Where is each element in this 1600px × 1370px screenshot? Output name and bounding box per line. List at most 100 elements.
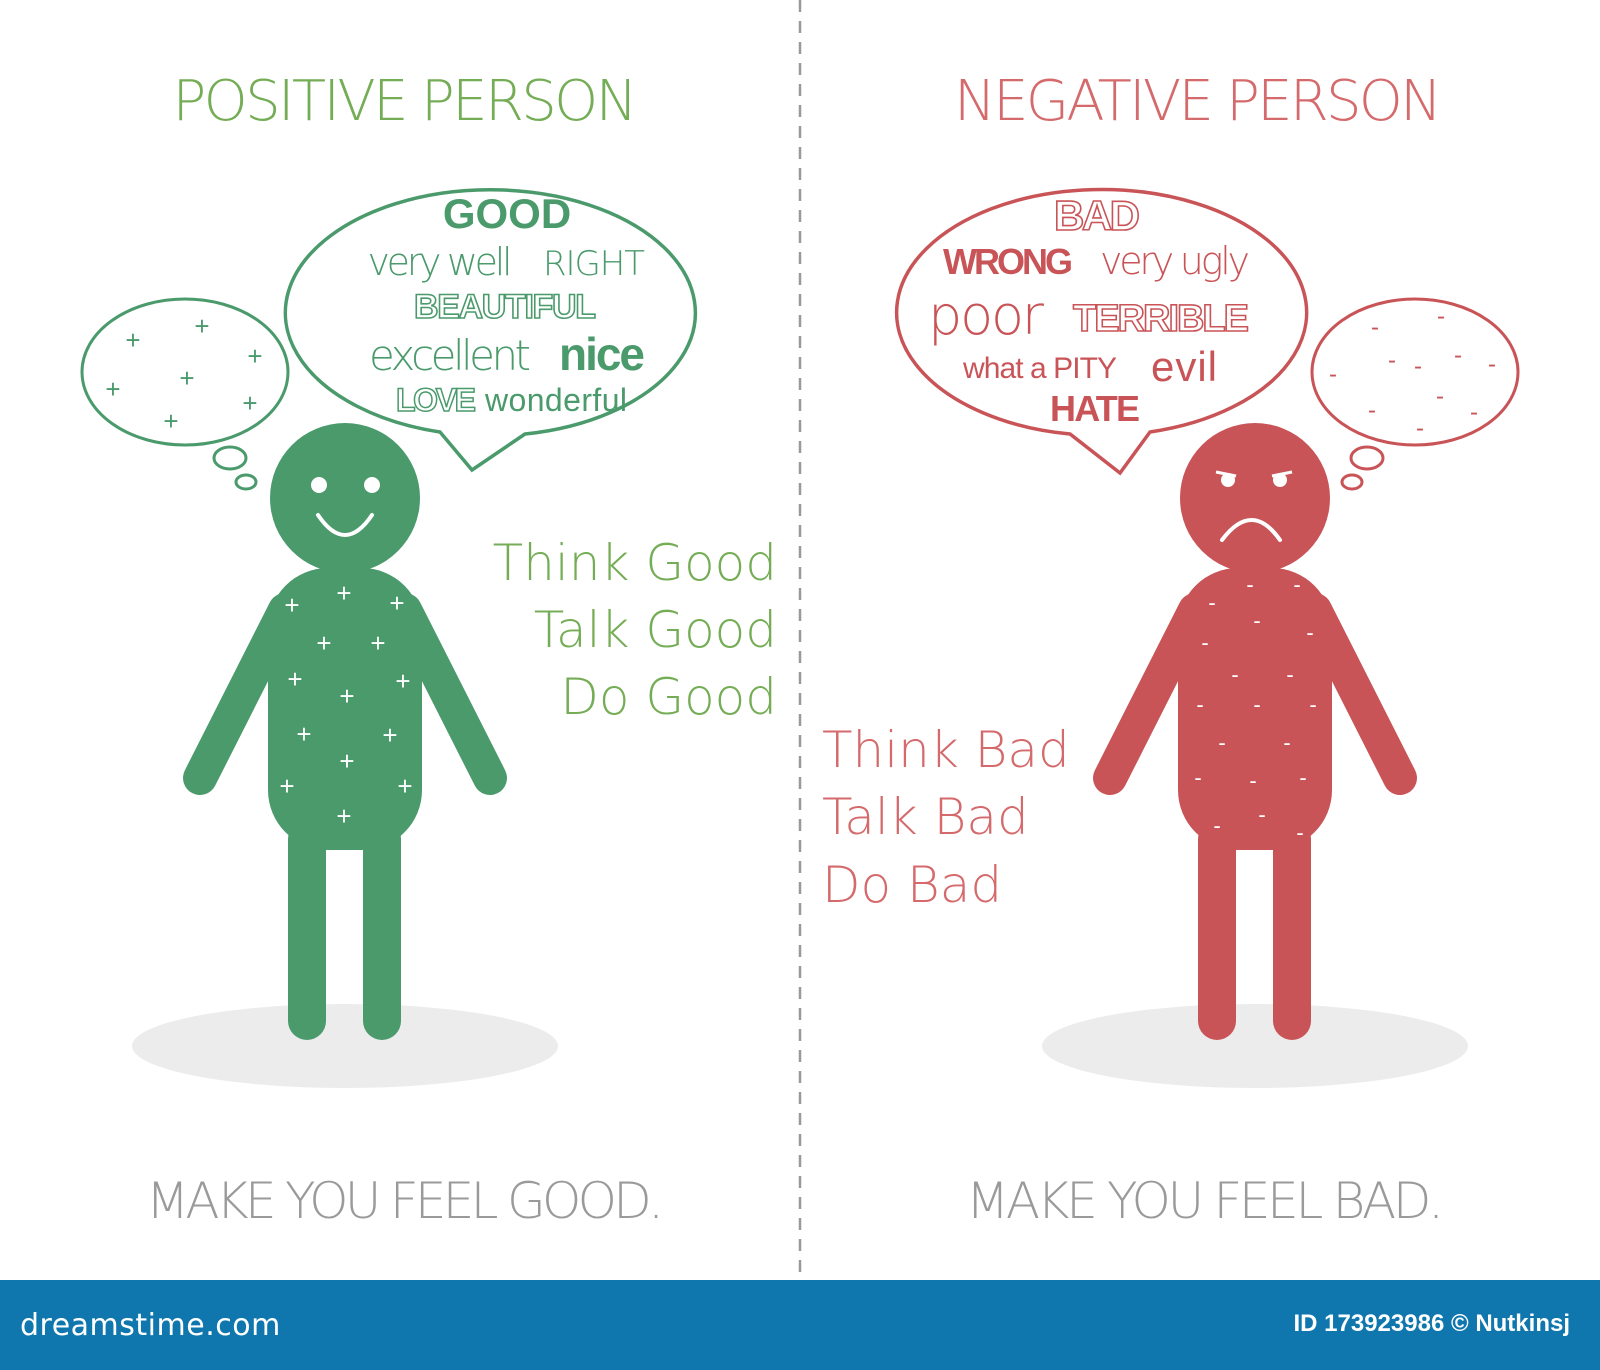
mantra-do-good: Do Good [560, 668, 777, 726]
negative-word-cloud: BAD WRONG very ugly poor TERRIBLE what a… [928, 191, 1250, 429]
svg-text:+: + [296, 719, 311, 749]
word-poor: poor [928, 284, 1045, 347]
word-wonderful: wonderful [484, 382, 627, 418]
positive-shadow [132, 1004, 558, 1088]
svg-text:-: - [1368, 397, 1376, 424]
svg-text:-: - [1253, 692, 1260, 717]
word-what-a-pity: what a PITY [962, 352, 1117, 385]
image-credit: ID 173923986 © Nutkinsj [1293, 1310, 1571, 1337]
svg-text:+: + [284, 590, 299, 620]
positive-thought-bubble [80, 297, 290, 491]
negative-mantra: Think Bad Talk Bad Do Bad [822, 721, 1070, 914]
svg-text:-: - [1218, 730, 1225, 755]
svg-text:+: + [179, 363, 194, 393]
svg-text:-: - [1416, 415, 1424, 442]
svg-text:+: + [287, 664, 302, 694]
svg-text:-: - [1293, 572, 1300, 597]
positive-caption: MAKE YOU FEEL GOOD. [146, 1172, 664, 1230]
positive-speech-bubble [283, 188, 698, 473]
svg-text:+: + [279, 771, 294, 801]
positive-title: POSITIVE PERSON [173, 69, 638, 134]
negative-speech-bubble [894, 187, 1309, 476]
svg-text:+: + [125, 325, 140, 355]
svg-text:-: - [1306, 620, 1313, 645]
word-evil: evil [1151, 343, 1217, 390]
svg-text:+: + [382, 720, 397, 750]
negative-title: NEGATIVE PERSON [954, 69, 1442, 134]
svg-text:+: + [163, 406, 178, 436]
word-good: GOOD [443, 190, 571, 237]
svg-text:-: - [1388, 347, 1396, 374]
positive-word-cloud: GOOD very well RIGHT BEAUTIFUL excellent… [368, 190, 646, 419]
svg-text:+: + [389, 588, 404, 618]
negative-head [1180, 423, 1330, 573]
word-right: RIGHT [543, 244, 645, 284]
negative-thought-symbols: - - - - - - - - - - - [1329, 303, 1496, 442]
svg-text:+: + [339, 746, 354, 776]
positive-mantra: Think Good Talk Good Do Good [493, 534, 777, 726]
mantra-talk-bad: Talk Bad [822, 788, 1029, 846]
word-excellent: excellent [369, 331, 531, 380]
svg-text:-: - [1196, 692, 1203, 717]
svg-text:-: - [1371, 314, 1379, 341]
positive-head [270, 423, 420, 573]
svg-text:+: + [242, 388, 257, 418]
svg-text:+: + [247, 341, 262, 371]
svg-text:+: + [336, 801, 351, 831]
svg-text:-: - [1329, 361, 1337, 388]
svg-text:-: - [1488, 351, 1496, 378]
negative-thought-bubble [1310, 297, 1520, 491]
footer-bar: dreamstime.com ID 173923986 © Nutkinsj [0, 1280, 1600, 1370]
mantra-think-good: Think Good [493, 534, 777, 592]
negative-body-symbols: - - - - - - - - - - - - - - - - - - - [1194, 572, 1316, 845]
word-love: LOVE [396, 382, 476, 418]
svg-text:-: - [1309, 692, 1316, 717]
svg-text:-: - [1194, 765, 1201, 790]
negative-person-figure [1093, 423, 1417, 1040]
svg-text:-: - [1414, 353, 1422, 380]
word-nice: nice [559, 328, 645, 380]
word-wrong: WRONG [943, 241, 1073, 282]
svg-text:+: + [397, 771, 412, 801]
svg-text:-: - [1213, 813, 1220, 838]
svg-text:+: + [105, 374, 120, 404]
svg-text:+: + [395, 666, 410, 696]
word-very-well: very well [368, 240, 513, 284]
svg-text:-: - [1201, 630, 1208, 655]
svg-text:-: - [1436, 383, 1444, 410]
positive-person-figure [183, 423, 507, 1040]
illustration: POSITIVE PERSON NEGATIVE PERSON GOOD ver… [80, 0, 1520, 1275]
svg-text:+: + [336, 578, 351, 608]
svg-text:-: - [1208, 590, 1215, 615]
word-bad: BAD [1054, 192, 1140, 239]
svg-text:+: + [316, 628, 331, 658]
svg-text:-: - [1299, 765, 1306, 790]
svg-text:-: - [1258, 802, 1265, 827]
svg-text:-: - [1249, 768, 1256, 793]
svg-text:-: - [1231, 662, 1238, 687]
mantra-talk-good: Talk Good [534, 601, 777, 659]
svg-text:-: - [1470, 399, 1478, 426]
smile-face-icon [311, 477, 380, 537]
positive-body-symbols: + + + + + + + + + + + + + + [279, 578, 412, 831]
svg-text:-: - [1286, 662, 1293, 687]
negative-shadow [1042, 1004, 1468, 1088]
svg-text:-: - [1253, 608, 1260, 633]
positive-thought-symbols: + + + + + + + [105, 311, 262, 436]
frown-face-icon [1215, 470, 1293, 542]
word-very-ugly: very ugly [1100, 239, 1250, 283]
word-hate: HATE [1050, 388, 1140, 429]
word-beautiful: BEAUTIFUL [414, 288, 596, 326]
svg-text:-: - [1296, 820, 1303, 845]
mantra-do-bad: Do Bad [822, 856, 1002, 914]
dreamstime-logo[interactable]: dreamstime.com [20, 1308, 281, 1343]
svg-text:-: - [1454, 342, 1462, 369]
svg-text:+: + [194, 311, 209, 341]
word-terrible: TERRIBLE [1073, 298, 1249, 340]
mantra-think-bad: Think Bad [822, 721, 1070, 779]
svg-text:-: - [1283, 730, 1290, 755]
svg-text:-: - [1437, 303, 1445, 330]
svg-text:-: - [1246, 572, 1253, 597]
svg-text:+: + [370, 628, 385, 658]
